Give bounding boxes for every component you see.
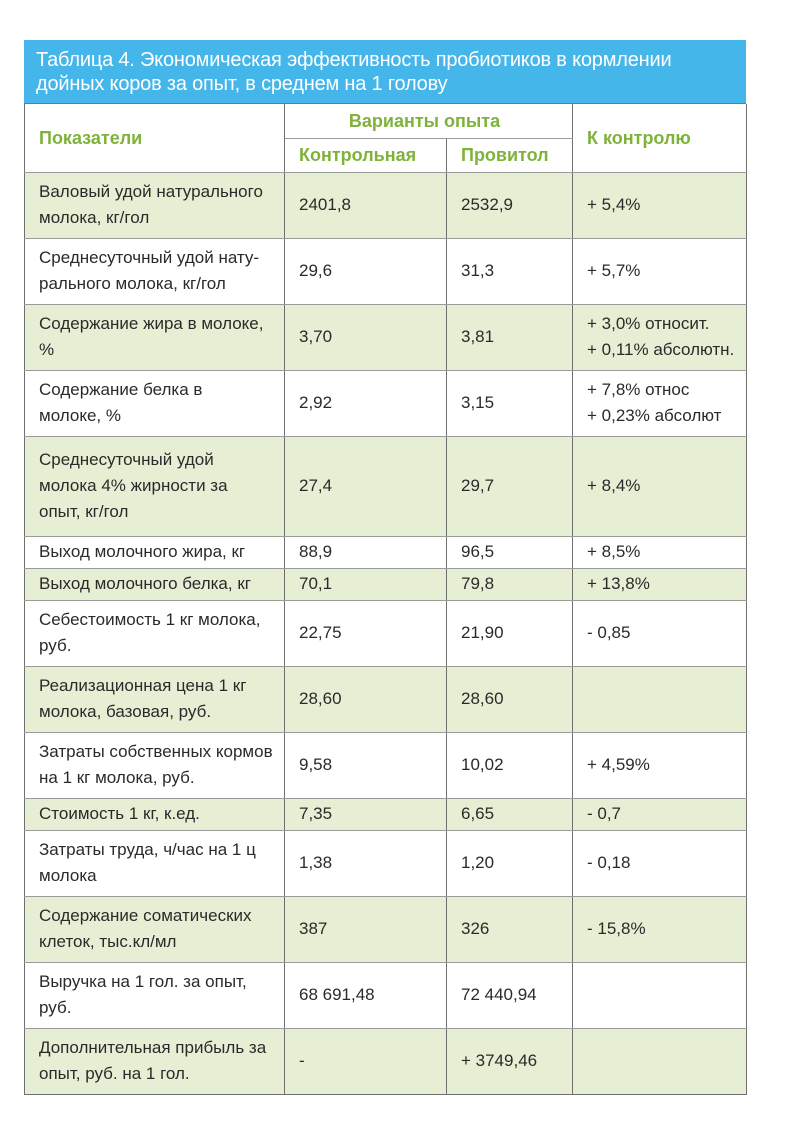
to-control-value — [572, 1028, 747, 1095]
provitol-value: 3,15 — [446, 370, 573, 437]
control-value: 22,75 — [284, 600, 447, 667]
to-control-value: + 4,59% — [572, 732, 747, 799]
provitol-value: 1,20 — [446, 830, 573, 897]
table-row: Содержание жира в молоке, % 3,70 3,81 + 3,0… — [24, 304, 747, 371]
table-row: Выход молочного белка, кг 70,1 79,8 + 13,8% — [24, 568, 747, 601]
row-label: Среднесуточный удой молока 4% жирности з… — [24, 436, 285, 537]
control-value: 2,92 — [284, 370, 447, 437]
provitol-value: 31,3 — [446, 238, 573, 305]
provitol-value: 6,65 — [446, 798, 573, 831]
control-value: - — [284, 1028, 447, 1095]
table-row: Затраты собственных кормов на 1 кг молок… — [24, 732, 747, 799]
caption-line-2: дойных коров за опыт, в среднем на 1 гол… — [36, 73, 448, 95]
header-indicators: Показатели — [24, 104, 285, 173]
to-control-value: + 8,5% — [572, 536, 747, 569]
table-row: Затраты труда, ч/час на 1 ц молока 1,38 1,… — [24, 830, 747, 897]
provitol-value: 2532,9 — [446, 172, 573, 239]
to-control-value: - 0,18 — [572, 830, 747, 897]
to-control-value: + 5,7% — [572, 238, 747, 305]
provitol-value: + 3749,46 — [446, 1028, 573, 1095]
row-label: Выручка на 1 гол. за опыт, руб. — [24, 962, 285, 1029]
table-row: Содержание соматических клеток, тыс.кл/м… — [24, 896, 747, 963]
control-value: 1,38 — [284, 830, 447, 897]
provitol-value: 28,60 — [446, 666, 573, 733]
provitol-value: 10,02 — [446, 732, 573, 799]
provitol-value: 79,8 — [446, 568, 573, 601]
to-control-value: - 15,8% — [572, 896, 747, 963]
table-row: Дополнительная прибыль за опыт, руб. на … — [24, 1028, 747, 1095]
table-row: Стоимость 1 кг, к.ед. 7,35 6,65- 0,7 — [24, 798, 747, 831]
control-value: 27,4 — [284, 436, 447, 537]
control-value: 9,58 — [284, 732, 447, 799]
table-row: Среднесуточный удой молока 4% жирности з… — [24, 436, 747, 537]
to-control-value: - 0,85 — [572, 600, 747, 667]
control-value: 7,35 — [284, 798, 447, 831]
table-row: Выход молочного жира, кг 88,9 96,5 + 8,5% — [24, 536, 747, 569]
row-label: Выход молочного жира, кг — [24, 536, 285, 569]
control-value: 88,9 — [284, 536, 447, 569]
to-control-value — [572, 962, 747, 1029]
row-label: Выход молочного белка, кг — [24, 568, 285, 601]
row-label: Затраты труда, ч/час на 1 ц молока — [24, 830, 285, 897]
efficiency-table: Показатели Варианты опыта К контролю Кон… — [24, 104, 747, 1095]
table-row: Валовый удой натурального молока, кг/гол… — [24, 172, 747, 239]
control-value: 2401,8 — [284, 172, 447, 239]
row-label: Затраты собственных кормов на 1 кг молок… — [24, 732, 285, 799]
provitol-value: 3,81 — [446, 304, 573, 371]
to-control-value: - 0,7 — [572, 798, 747, 831]
provitol-value: 29,7 — [446, 436, 573, 537]
control-value: 68 691,48 — [284, 962, 447, 1029]
control-value: 3,70 — [284, 304, 447, 371]
row-label: Содержание белка в молоке, % — [24, 370, 285, 437]
row-label: Себестоимость 1 кг молока, руб. — [24, 600, 285, 667]
row-label: Реализационная цена 1 кг молока, базовая… — [24, 666, 285, 733]
to-control-value: + 13,8% — [572, 568, 747, 601]
to-control-value — [572, 666, 747, 733]
to-control-value: + 5,4% — [572, 172, 747, 239]
provitol-value: 72 440,94 — [446, 962, 573, 1029]
row-label: Среднесуточный удой нату- рального молок… — [24, 238, 285, 305]
table-row: Среднесуточный удой нату- рального молок… — [24, 238, 747, 305]
header-provitol: Провитол — [446, 138, 573, 173]
provitol-value: 21,90 — [446, 600, 573, 667]
control-value: 28,60 — [284, 666, 447, 733]
provitol-value: 326 — [446, 896, 573, 963]
table-row: Содержание белка в молоке, % 2,92 3,15 + 7,… — [24, 370, 747, 437]
table-row: Выручка на 1 гол. за опыт, руб. 68 691,48… — [24, 962, 747, 1029]
header-variants: Варианты опыта — [284, 104, 573, 139]
to-control-value: + 7,8% относ + 0,23% абсолют — [572, 370, 747, 437]
row-label: Стоимость 1 кг, к.ед. — [24, 798, 285, 831]
row-label: Содержание жира в молоке, % — [24, 304, 285, 371]
control-value: 29,6 — [284, 238, 447, 305]
row-label: Содержание соматических клеток, тыс.кл/м… — [24, 896, 285, 963]
table-row: Реализационная цена 1 кг молока, базовая… — [24, 666, 747, 733]
to-control-value: + 3,0% относит. + 0,11% абсолютн. — [572, 304, 747, 371]
table-body: Валовый удой натурального молока, кг/гол… — [24, 172, 747, 1095]
header-to-control: К контролю — [572, 104, 747, 173]
header-control: Контрольная — [284, 138, 447, 173]
table-row: Себестоимость 1 кг молока, руб. 22,75 21,9… — [24, 600, 747, 667]
caption-line-1: Таблица 4. Экономическая эффективность п… — [36, 49, 672, 71]
provitol-value: 96,5 — [446, 536, 573, 569]
row-label: Валовый удой натурального молока, кг/гол — [24, 172, 285, 239]
table-frame: Таблица 4. Экономическая эффективность п… — [24, 40, 747, 1095]
control-value: 387 — [284, 896, 447, 963]
row-label: Дополнительная прибыль за опыт, руб. на … — [24, 1028, 285, 1095]
control-value: 70,1 — [284, 568, 447, 601]
table-caption: Таблица 4. Экономическая эффективность п… — [24, 40, 746, 104]
to-control-value: + 8,4% — [572, 436, 747, 537]
